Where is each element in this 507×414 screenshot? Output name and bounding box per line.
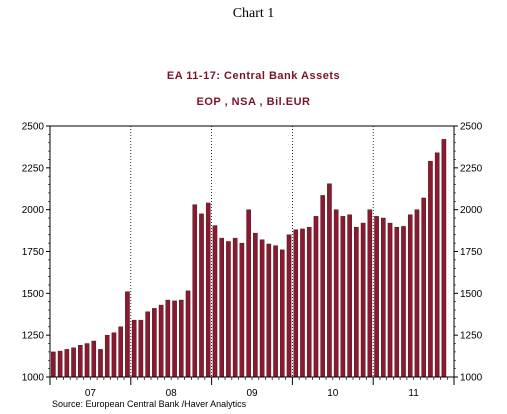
y-tick-label-right-2000: 2000 <box>460 205 483 216</box>
bar-2011-01 <box>374 216 379 378</box>
y-tick-label-left-2500: 2500 <box>22 122 45 133</box>
bar-2009-08 <box>259 239 265 378</box>
y-tick-label-left-1000: 1000 <box>22 373 45 384</box>
bar-2009-12 <box>286 234 292 378</box>
bar-2007-01 <box>51 351 56 378</box>
bar-2008-12 <box>205 202 211 378</box>
bar-2010-02 <box>300 228 305 378</box>
y-tick-label-left-2250: 2250 <box>22 163 45 174</box>
bar-2008-06 <box>165 299 171 378</box>
bar-2007-10 <box>111 332 117 378</box>
bar-2009-01 <box>212 225 218 378</box>
bar-2008-11 <box>199 213 204 378</box>
bar-2008-02 <box>138 319 144 378</box>
bar-2011-11 <box>441 139 447 378</box>
bar-2010-09 <box>347 214 352 378</box>
y-tick-label-left-1500: 1500 <box>22 289 45 300</box>
y-tick-label-right-1500: 1500 <box>460 289 483 300</box>
bar-2010-04 <box>313 216 319 378</box>
bar-2007-03 <box>64 349 70 378</box>
bar-series <box>51 139 447 378</box>
source-note: Source: European Central Bank /Haver Ana… <box>52 399 247 409</box>
chart-subtitle: EOP , NSA , Bil.EUR <box>196 96 311 108</box>
y-tick-label-left-1750: 1750 <box>22 247 45 258</box>
y-tick-label-right-1750: 1750 <box>460 247 483 258</box>
bar-2009-09 <box>266 243 272 378</box>
plot-frame <box>49 125 455 378</box>
bar-2011-05 <box>401 226 406 378</box>
bar-2008-04 <box>152 308 157 378</box>
bar-2009-06 <box>246 209 251 378</box>
bar-2008-10 <box>192 204 198 378</box>
bar-2010-01 <box>293 229 299 378</box>
bar-2007-04 <box>71 347 76 378</box>
bar-2010-12 <box>367 209 373 378</box>
y-tick-label-right-2250: 2250 <box>460 163 483 174</box>
bar-2008-05 <box>158 304 164 378</box>
bar-2007-07 <box>91 340 97 378</box>
bar-2010-10 <box>354 227 359 378</box>
bar-2009-07 <box>253 232 258 378</box>
y-tick-label-right-1250: 1250 <box>460 331 483 342</box>
bar-2007-09 <box>104 334 110 378</box>
x-tick-label-08: 08 <box>166 388 178 399</box>
y-tick-label-right-2500: 2500 <box>460 122 483 133</box>
bar-2011-09 <box>428 160 433 378</box>
bar-2010-03 <box>306 227 312 378</box>
bar-2010-06 <box>327 183 332 378</box>
bar-2007-06 <box>84 343 90 378</box>
bar-2007-08 <box>98 349 103 378</box>
bar-2009-05 <box>239 242 245 378</box>
y-tick-label-right-1000: 1000 <box>460 373 483 384</box>
x-tick-label-10: 10 <box>327 388 339 399</box>
bar-2010-05 <box>320 195 325 378</box>
page-label: Chart 1 <box>232 6 275 21</box>
x-tick-label-09: 09 <box>246 388 258 399</box>
bar-2008-09 <box>185 290 191 378</box>
axes: 07 08 09 10 11 1000 1000 1250 1250 1500 1500 1750 17… <box>22 122 483 400</box>
bar-2007-05 <box>78 345 83 378</box>
bar-2007-02 <box>57 350 63 378</box>
bar-2009-10 <box>273 245 278 378</box>
bar-2007-11 <box>118 326 123 378</box>
bar-2010-07 <box>333 209 339 378</box>
y-tick-label-left-1250: 1250 <box>22 331 45 342</box>
bar-2011-04 <box>394 227 400 378</box>
x-tick-label-07: 07 <box>85 388 97 399</box>
bar-2009-04 <box>232 237 238 378</box>
bar-2011-07 <box>414 209 420 378</box>
bar-2008-01 <box>131 319 137 378</box>
bar-2010-08 <box>340 216 346 378</box>
bar-2008-08 <box>179 299 184 378</box>
bar-2009-03 <box>226 241 231 378</box>
bar-2011-02 <box>381 217 386 378</box>
y-tick-label-left-2000: 2000 <box>22 205 45 216</box>
bar-2011-06 <box>407 214 413 378</box>
chart-title: EA 11-17: Central Bank Assets <box>166 70 341 82</box>
x-tick-label-11: 11 <box>408 388 419 399</box>
bar-2011-10 <box>434 152 440 378</box>
bar-2009-11 <box>280 249 285 378</box>
bar-2009-02 <box>219 237 224 378</box>
bar-2007-12 <box>125 291 130 378</box>
bar-2008-03 <box>145 311 150 378</box>
bar-2008-07 <box>172 300 177 378</box>
bar-2011-03 <box>387 222 393 378</box>
bar-2010-11 <box>360 222 366 378</box>
bar-2011-08 <box>421 197 426 378</box>
